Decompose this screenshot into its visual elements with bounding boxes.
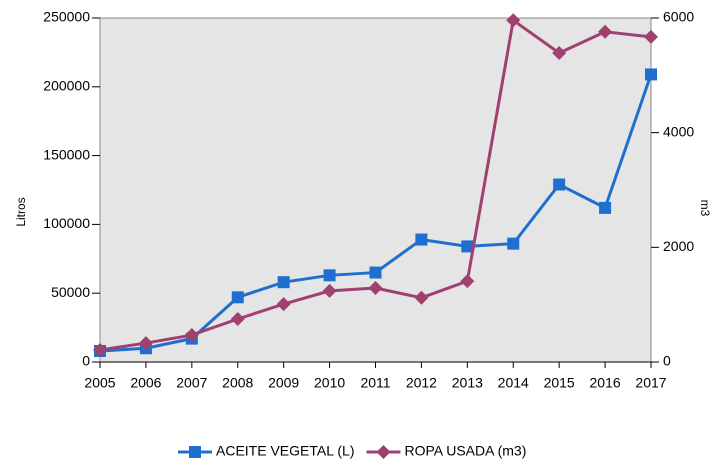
y2-tick-label: 0 bbox=[663, 353, 671, 369]
x-tick-label: 2005 bbox=[84, 375, 115, 391]
marker bbox=[552, 45, 567, 60]
marker bbox=[460, 274, 475, 289]
marker bbox=[322, 283, 337, 298]
y2-tick-label: 4000 bbox=[663, 123, 694, 139]
marker bbox=[553, 178, 566, 191]
marker bbox=[369, 266, 382, 279]
x-tick-label: 2013 bbox=[452, 375, 483, 391]
x-tick-label: 2017 bbox=[635, 375, 666, 391]
y2-axis-label: m3 bbox=[698, 200, 712, 217]
marker bbox=[376, 445, 391, 459]
marker bbox=[599, 201, 612, 214]
y-tick-label: 50000 bbox=[51, 284, 90, 300]
marker bbox=[645, 68, 657, 81]
x-tick-label: 2010 bbox=[314, 375, 345, 391]
marker bbox=[93, 342, 107, 357]
x-tick-label: 2008 bbox=[222, 375, 253, 391]
x-tick-label: 2015 bbox=[544, 375, 575, 391]
y-tick-label: 200000 bbox=[43, 78, 90, 94]
y2-tick-label: 2000 bbox=[663, 238, 694, 254]
marker bbox=[461, 240, 474, 253]
y-tick-label: 100000 bbox=[43, 215, 90, 231]
x-tick-label: 2009 bbox=[268, 375, 299, 391]
marker bbox=[230, 312, 245, 326]
marker bbox=[189, 446, 201, 458]
x-tick-label: 2014 bbox=[498, 375, 529, 391]
y-axis-label: Litros bbox=[14, 197, 28, 226]
x-tick-label: 2012 bbox=[406, 375, 437, 391]
marker bbox=[277, 276, 290, 289]
marker bbox=[414, 290, 429, 305]
marker bbox=[368, 281, 383, 296]
marker bbox=[598, 24, 613, 39]
y-tick-label: 150000 bbox=[43, 146, 90, 162]
x-tick-label: 2007 bbox=[176, 375, 207, 391]
marker bbox=[184, 328, 199, 343]
y-tick-label: 250000 bbox=[43, 9, 90, 25]
legend-label: ACEITE VEGETAL (L) bbox=[216, 443, 354, 459]
marker bbox=[231, 291, 244, 304]
marker bbox=[507, 237, 520, 250]
marker bbox=[323, 269, 336, 282]
x-tick-label: 2006 bbox=[130, 375, 161, 391]
marker bbox=[138, 336, 153, 351]
y-tick-label: 0 bbox=[82, 353, 90, 369]
marker bbox=[415, 233, 428, 246]
x-tick-label: 2016 bbox=[590, 375, 621, 391]
legend-label: ROPA USADA (m3) bbox=[404, 443, 526, 459]
marker bbox=[644, 29, 658, 44]
marker bbox=[506, 13, 521, 28]
y2-tick-label: 6000 bbox=[663, 9, 694, 25]
marker bbox=[276, 297, 291, 312]
x-tick-label: 2011 bbox=[360, 375, 390, 391]
